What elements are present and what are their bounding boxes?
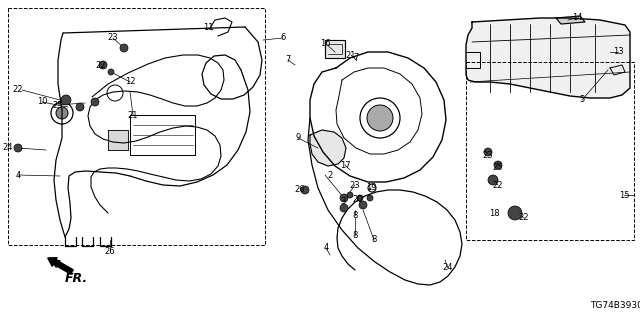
Circle shape (61, 95, 71, 105)
Text: 22: 22 (519, 213, 529, 222)
Text: 25: 25 (493, 164, 503, 172)
Circle shape (76, 103, 84, 111)
Circle shape (367, 105, 393, 131)
Circle shape (359, 201, 367, 209)
Text: 21: 21 (346, 51, 356, 60)
Text: 23: 23 (483, 150, 493, 159)
Text: 23: 23 (349, 180, 360, 189)
Text: 12: 12 (125, 77, 135, 86)
Text: FR.: FR. (65, 271, 88, 284)
Text: 2: 2 (328, 171, 333, 180)
Polygon shape (108, 130, 128, 150)
Polygon shape (556, 16, 585, 24)
FancyArrow shape (48, 258, 73, 274)
Bar (8, 8, 265, 245)
Circle shape (56, 107, 68, 119)
Text: 24: 24 (443, 263, 453, 273)
Text: 3: 3 (340, 197, 346, 206)
Circle shape (301, 186, 309, 194)
Circle shape (14, 144, 22, 152)
Text: 7: 7 (353, 53, 358, 62)
Text: 8: 8 (371, 236, 377, 244)
Text: 26: 26 (105, 247, 115, 257)
Text: 9: 9 (296, 133, 301, 142)
Text: 8: 8 (352, 211, 358, 220)
Circle shape (99, 61, 107, 69)
Circle shape (347, 192, 353, 198)
Text: 22: 22 (96, 60, 106, 69)
Circle shape (484, 148, 492, 156)
Polygon shape (466, 18, 630, 98)
Text: 11: 11 (203, 23, 213, 33)
Polygon shape (310, 130, 346, 166)
Circle shape (340, 194, 348, 202)
Text: 21: 21 (128, 110, 138, 119)
Text: 4: 4 (323, 244, 328, 252)
Text: 4: 4 (15, 171, 20, 180)
Text: 24: 24 (3, 143, 13, 153)
Text: 18: 18 (489, 209, 499, 218)
Text: 14: 14 (572, 13, 582, 22)
Text: 8: 8 (352, 230, 358, 239)
Text: 19: 19 (365, 183, 376, 193)
Circle shape (357, 195, 363, 201)
Circle shape (108, 69, 114, 75)
Text: 10: 10 (36, 98, 47, 107)
Circle shape (488, 175, 498, 185)
Text: 5: 5 (579, 95, 584, 105)
Text: 16: 16 (320, 38, 330, 47)
Circle shape (120, 44, 128, 52)
Text: 15: 15 (619, 190, 629, 199)
Circle shape (508, 206, 522, 220)
Circle shape (340, 204, 348, 212)
Text: 7: 7 (285, 55, 291, 65)
Text: 17: 17 (340, 161, 350, 170)
Circle shape (494, 161, 502, 169)
Text: TG74B3930A: TG74B3930A (590, 300, 640, 309)
Circle shape (91, 98, 99, 106)
Polygon shape (325, 40, 345, 58)
Bar (466, 62, 634, 240)
Circle shape (367, 195, 373, 201)
Text: 6: 6 (280, 34, 285, 43)
Text: 13: 13 (612, 47, 623, 57)
Text: 25: 25 (52, 100, 63, 109)
Text: 23: 23 (108, 34, 118, 43)
Text: 22: 22 (13, 85, 23, 94)
Text: 26: 26 (294, 186, 305, 195)
Text: 20: 20 (353, 196, 364, 204)
Text: 22: 22 (493, 180, 503, 189)
